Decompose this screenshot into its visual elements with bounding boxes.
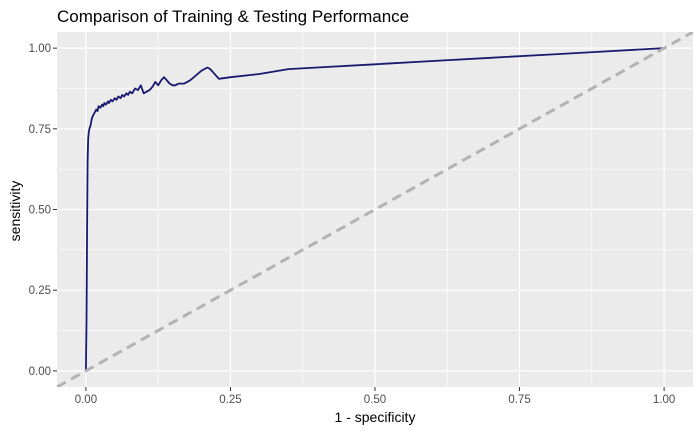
x-axis-title: 1 - specificity: [335, 409, 416, 425]
x-tick-label: 0.50: [364, 394, 386, 406]
y-tick-label: 1.00: [29, 43, 51, 55]
series-layer: [57, 32, 693, 387]
y-axis-title: sensitivity: [7, 181, 23, 242]
y-tick-label: 0.00: [29, 366, 51, 378]
y-tick-label: 0.75: [29, 124, 51, 136]
chart-title: Comparison of Training & Testing Perform…: [57, 7, 409, 26]
x-tick-label: 1.00: [653, 394, 675, 406]
y-tick-label: 0.25: [29, 285, 51, 297]
x-tick-label: 0.25: [219, 394, 241, 406]
y-axis: 0.00 0.25 0.50 0.75 1.00: [29, 43, 57, 378]
major-gridlines: [57, 32, 693, 387]
x-tick-label: 0.75: [508, 394, 530, 406]
x-tick-label: 0.00: [75, 394, 97, 406]
reference-diagonal-line: [57, 32, 693, 387]
x-axis: 0.00 0.25 0.50 0.75 1.00: [75, 387, 675, 406]
roc-curve-line: [85, 47, 665, 371]
y-tick-label: 0.50: [29, 205, 51, 217]
